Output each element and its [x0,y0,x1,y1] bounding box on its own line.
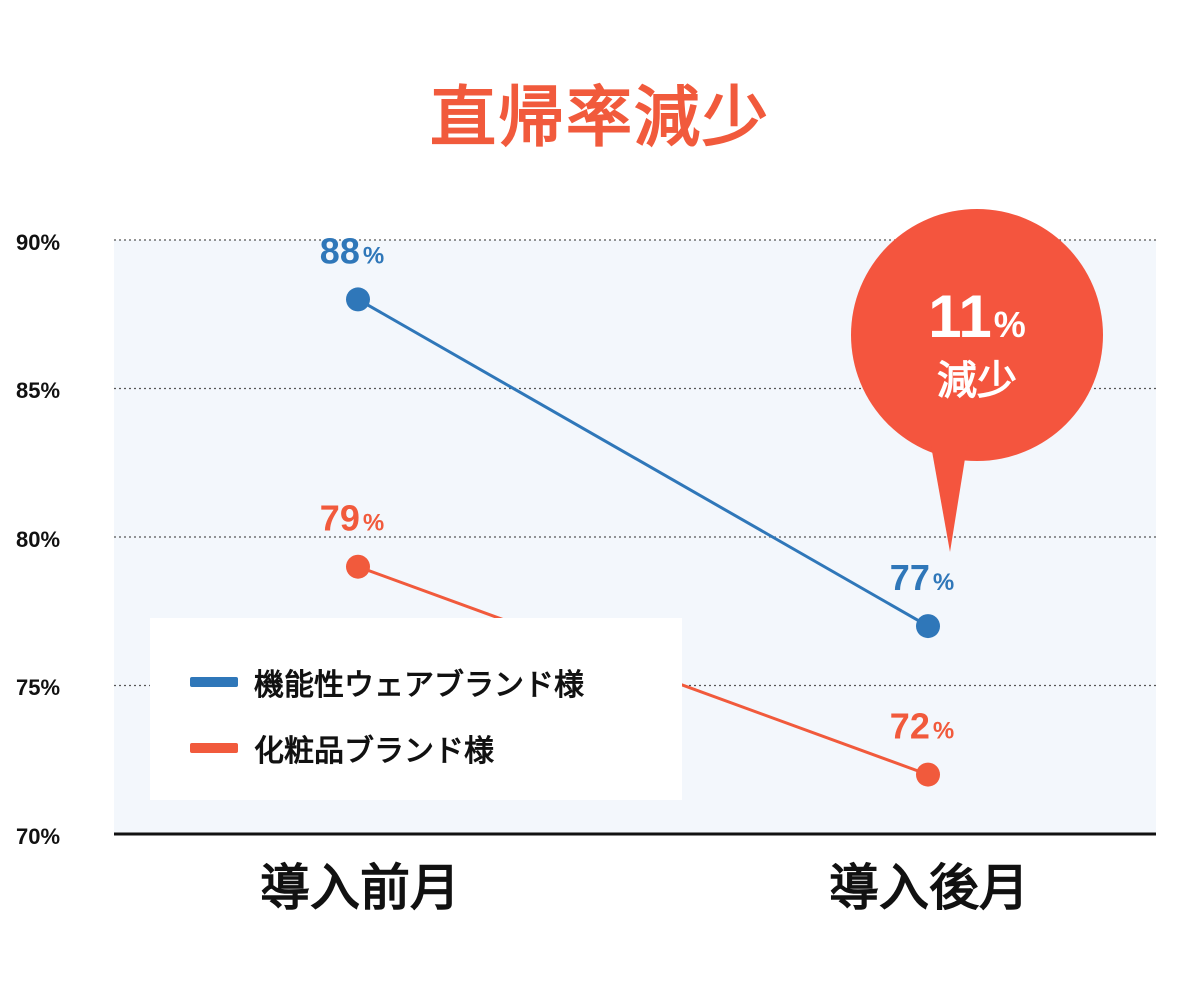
data-point-1-0 [346,554,370,579]
callout-pointer [930,440,968,552]
data-point-0-0 [346,287,370,312]
legend: 機能性ウェアブランド様 化粧品ブランド様 [150,618,682,800]
x-category-after: 導入後月 [829,859,1029,917]
data-label-0-1: 77% [890,557,954,598]
y-tick-90: 90% [16,230,61,255]
legend-swatch-blue [190,677,238,687]
legend-label-wear: 機能性ウェアブランド様 [254,668,584,703]
legend-swatch-red [190,743,238,753]
callout-number: 11 [928,283,992,350]
callout-label: 減少 [937,358,1017,404]
y-tick-85: 85% [16,378,61,403]
callout-unit: % [993,304,1026,345]
y-tick-70: 70% [16,824,61,849]
data-point-1-1 [916,762,940,787]
data-label-1-1: 72% [890,706,954,747]
data-label-0-0: 88% [320,230,384,271]
legend-item-wear: 機能性ウェアブランド様 [190,662,584,703]
data-point-0-1 [916,614,940,639]
series-line-0 [357,298,929,628]
x-category-before: 導入前月 [260,859,460,917]
data-label-1-0: 79% [320,498,384,539]
series-layer: 88 % 77 % 79 % 72% [320,230,954,787]
legend-item-cosmetics: 化粧品ブランド様 [190,728,494,769]
chart-title: 直帰率減少 [430,79,770,156]
callout-bubble [851,209,1103,461]
y-tick-75: 75% [16,675,61,700]
y-tick-80: 80% [16,527,61,552]
callout-value: 11% [850,282,1104,351]
legend-label-cosmetics: 化粧品ブランド様 [254,734,494,769]
callout [851,209,1103,552]
